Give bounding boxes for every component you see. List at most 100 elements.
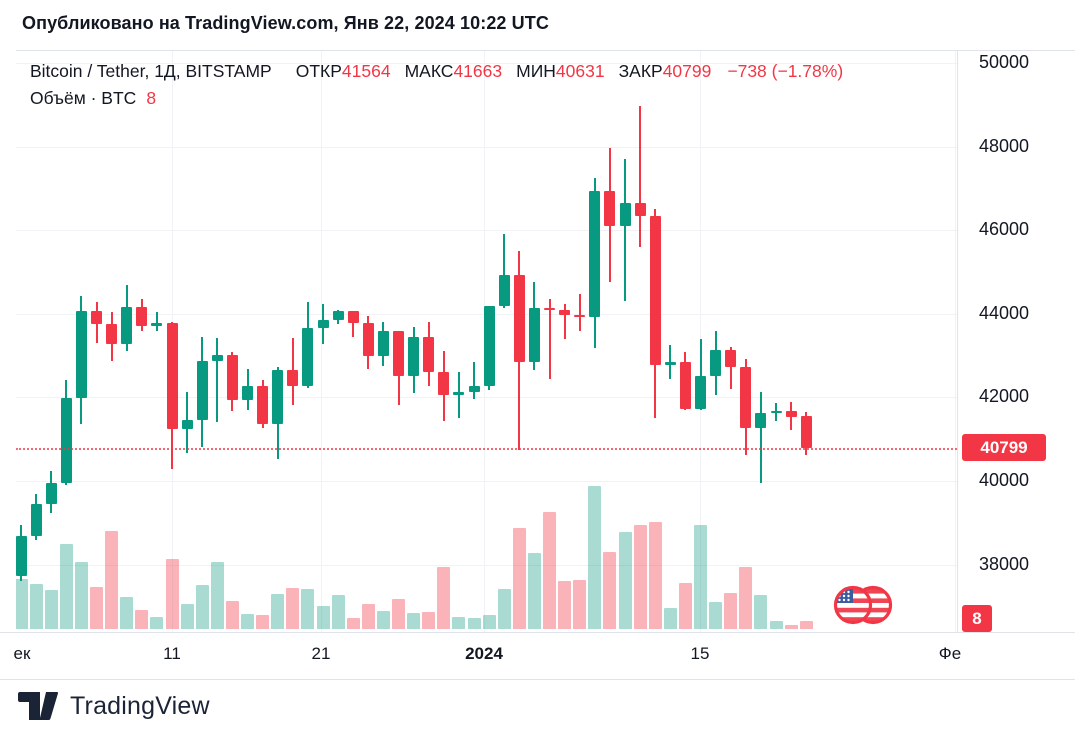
volume-bar (452, 617, 466, 629)
volume-bar (361, 604, 375, 629)
volume-bar (558, 581, 572, 629)
volume-label: Объём · BTC (30, 88, 137, 108)
volume-bar (603, 551, 617, 629)
candle-body (604, 190, 616, 226)
candle-body (528, 307, 540, 362)
volume-bar (59, 543, 73, 629)
candle-body (121, 306, 133, 344)
candle-wick (729, 347, 732, 390)
tradingview-logo-icon (18, 692, 58, 720)
candle-body (785, 411, 797, 417)
candle-body (740, 366, 752, 428)
tradingview-logo[interactable]: TradingView (18, 692, 210, 721)
candle-body (257, 385, 269, 424)
time-tick-label: 2024 (465, 644, 503, 663)
volume-bar (271, 594, 285, 629)
volume-bar (346, 618, 360, 629)
candle-body (438, 372, 450, 395)
candle-body (544, 307, 555, 311)
candle-body (211, 354, 223, 362)
candle-wick (624, 159, 626, 302)
volume-bar (497, 589, 511, 629)
candle-body (377, 331, 389, 357)
price-axis[interactable]: 40799 8 50000 48000 46000 44000 42000 40000 38… (957, 50, 1075, 633)
volume-bar (301, 589, 315, 629)
candle-wick (548, 299, 551, 379)
symbol-description[interactable]: Bitcoin / Tether, 1Д, BITSTAMP (30, 61, 272, 81)
candle-body (136, 306, 148, 326)
published-caption: Опубликовано на TradingView.com, Янв 22,… (22, 13, 549, 33)
close-label: ЗАКР (618, 61, 663, 81)
candle-body (619, 203, 631, 226)
chart-plot[interactable] (16, 50, 957, 633)
candle-body (770, 411, 782, 414)
h-gridline (16, 397, 957, 399)
volume-bar (120, 597, 134, 629)
volume-bar (90, 587, 103, 629)
volume-bar (543, 512, 556, 629)
candle-body (423, 337, 435, 373)
candle-body (75, 310, 87, 398)
candle-body (16, 535, 27, 577)
legend-volume-row: Объём · BTC 8 (30, 85, 843, 112)
volume-bar (694, 525, 707, 629)
candle-wick (457, 372, 460, 418)
volume-bar (135, 610, 149, 629)
time-axis[interactable]: ек 11 21 2024 15 Фе (0, 632, 1075, 680)
h-gridline (16, 564, 957, 566)
candle-body (332, 311, 344, 320)
volume-bar (16, 578, 28, 629)
candle-body (453, 391, 465, 395)
volume-bar (105, 530, 119, 629)
candle-wick (473, 361, 475, 400)
legend-ohlc-row: Bitcoin / Tether, 1Д, BITSTAMP ОТКР41564… (30, 58, 843, 85)
volume-bar (376, 611, 390, 629)
time-tick-label: 11 (163, 644, 181, 663)
volume-bar (195, 585, 209, 629)
candle-body (483, 306, 495, 386)
candle-body (393, 331, 404, 377)
volume-bar (392, 599, 405, 629)
candle-body (181, 420, 193, 429)
h-gridline (16, 481, 957, 483)
volume-bar (29, 584, 43, 629)
volume-bar (331, 595, 345, 629)
candle-body (196, 361, 208, 421)
candle-body (408, 337, 420, 377)
volume-bar (648, 522, 662, 629)
candle-wick (699, 338, 702, 411)
candle-wick (155, 311, 158, 332)
candle-body (679, 362, 691, 410)
candle-body (574, 315, 586, 318)
volume-value: 8 (146, 88, 157, 108)
volume-bar (316, 606, 330, 629)
candle-body (498, 274, 510, 307)
candle-body (242, 385, 253, 400)
candle-body (649, 215, 661, 365)
last-volume-badge: 8 (962, 605, 992, 633)
candle-wick (563, 304, 566, 339)
candle-body (317, 319, 329, 328)
h-gridline (16, 230, 957, 232)
open-value: 41564 (341, 61, 391, 81)
candle-wick (669, 344, 672, 380)
candle-body (755, 413, 767, 428)
time-tick-label: ек (13, 644, 31, 663)
volume-bar (44, 590, 58, 629)
volume-bar (724, 593, 738, 629)
candle-body (166, 322, 178, 429)
price-tick-label: 42000 (979, 386, 1030, 407)
volume-bar (422, 612, 436, 629)
change-value: −738 (−1.78%) (727, 61, 844, 81)
high-label: МАКС (404, 61, 454, 81)
h-gridline (16, 63, 957, 64)
candle-body (800, 415, 812, 448)
volume-bar (225, 601, 239, 629)
candle-body (634, 203, 646, 216)
volume-bar (754, 595, 768, 629)
volume-bar (210, 561, 224, 629)
candle-body (362, 323, 374, 357)
us-flag-icon (833, 585, 893, 625)
candle-body (347, 311, 359, 324)
